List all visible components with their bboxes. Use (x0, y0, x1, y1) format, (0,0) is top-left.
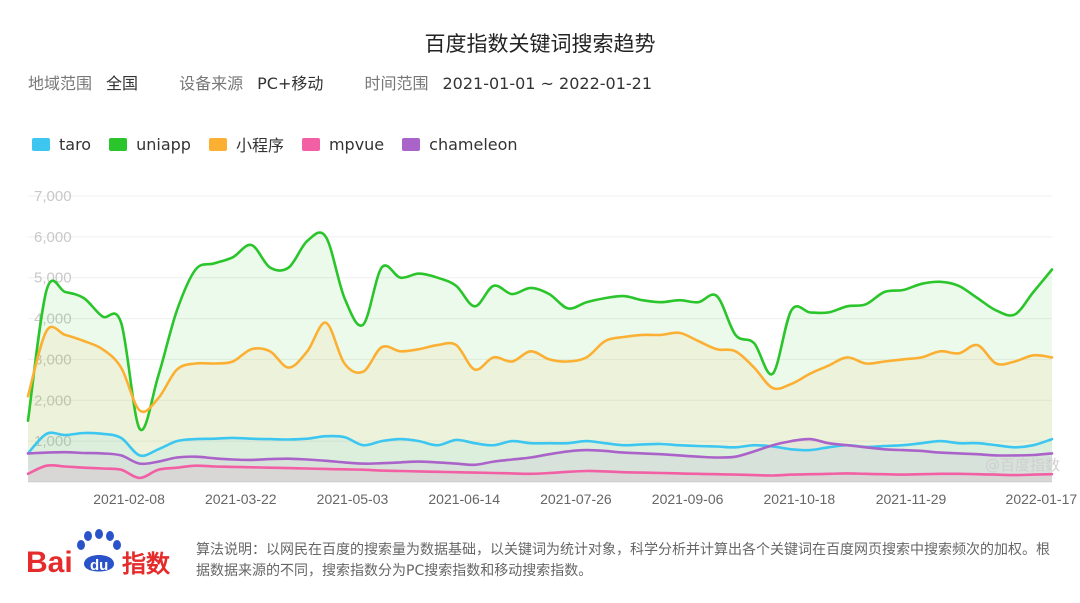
logo-text-du: du (90, 557, 108, 574)
region-label: 地域范围 (28, 74, 93, 93)
y-tick-label: 2,000 (34, 392, 72, 409)
filter-bar: 地域范围 全国 设备来源 PC+移动 时间范围 2021-01-01 ~ 2022-0… (28, 70, 688, 94)
paw-icon (77, 529, 121, 572)
y-tick-label: 3,000 (34, 351, 72, 368)
series-line-小程序 (26, 321, 1054, 414)
x-tick-label: 2021-09-06 (652, 491, 724, 507)
series-area-小程序 (28, 322, 1052, 482)
series-line-taro (26, 431, 1054, 458)
y-tick-label: 4,000 (34, 311, 72, 328)
series-line-chameleon (26, 437, 1054, 467)
x-tick-label: 2021-10-18 (764, 491, 836, 507)
time-label: 时间范围 (364, 74, 429, 93)
page-title: 百度指数关键词搜索趋势 (424, 32, 656, 56)
watermark: @百度指数 (984, 456, 1060, 474)
device-label: 设备来源 (179, 74, 244, 93)
x-tick-label: 2021-03-22 (205, 491, 277, 507)
device-value[interactable]: PC+移动 (257, 74, 324, 93)
x-tick-label: 2021-11-29 (876, 491, 947, 507)
algorithm-note: 算法说明：以网民在百度的搜索量为数据基础，以关键词为统计对象，科学分析并计算出各… (196, 542, 1050, 579)
y-tick-label: 7,000 (34, 188, 72, 205)
legend-item-4[interactable]: chameleon (402, 132, 518, 156)
legend-swatch (32, 137, 50, 151)
series-area-uniapp (28, 232, 1052, 482)
x-tick-label: 2021-02-08 (93, 491, 165, 507)
logo-text-zhishu: 指数 (122, 550, 171, 578)
time-range-value[interactable]: 2021-01-01 ~ 2022-01-21 (442, 74, 653, 93)
logo-text-bai: Bai (26, 546, 73, 578)
y-tick-label: 6,000 (34, 229, 72, 246)
chart-legend: taro uniapp 小程序 mpvue chameleon (32, 132, 518, 156)
legend-swatch (301, 137, 320, 151)
region-value[interactable]: 全国 (106, 74, 139, 93)
y-tick-label: 5,000 (34, 270, 72, 287)
x-tick-label: 2021-05-03 (317, 491, 389, 507)
legend-label: chameleon (429, 134, 518, 154)
x-tick-label: 2021-06-14 (428, 491, 500, 507)
x-tick-label: 2022-01-17 (1006, 491, 1078, 507)
series-line-mpvue (26, 463, 1054, 480)
series-area-taro (28, 432, 1052, 482)
legend-swatch (208, 137, 227, 151)
legend-label: uniapp (136, 134, 191, 154)
legend-label: mpvue (328, 134, 385, 154)
legend-label: taro (59, 134, 92, 154)
legend-label: 小程序 (235, 136, 284, 155)
legend-item-3[interactable]: mpvue (301, 132, 385, 156)
legend-item-0[interactable]: taro (32, 132, 91, 156)
legend-item-1[interactable]: uniapp (109, 132, 191, 156)
series-line-uniapp (26, 231, 1054, 432)
legend-swatch (402, 137, 421, 151)
legend-item-2[interactable]: 小程序 (208, 132, 284, 156)
baidu-index-logo: Bai du 指数 (26, 529, 171, 578)
legend-swatch (109, 137, 128, 151)
x-tick-label: 2021-07-26 (540, 491, 612, 507)
trend-chart: 1,0002,0003,0004,0005,0006,0007,0002021-… (26, 188, 1078, 507)
